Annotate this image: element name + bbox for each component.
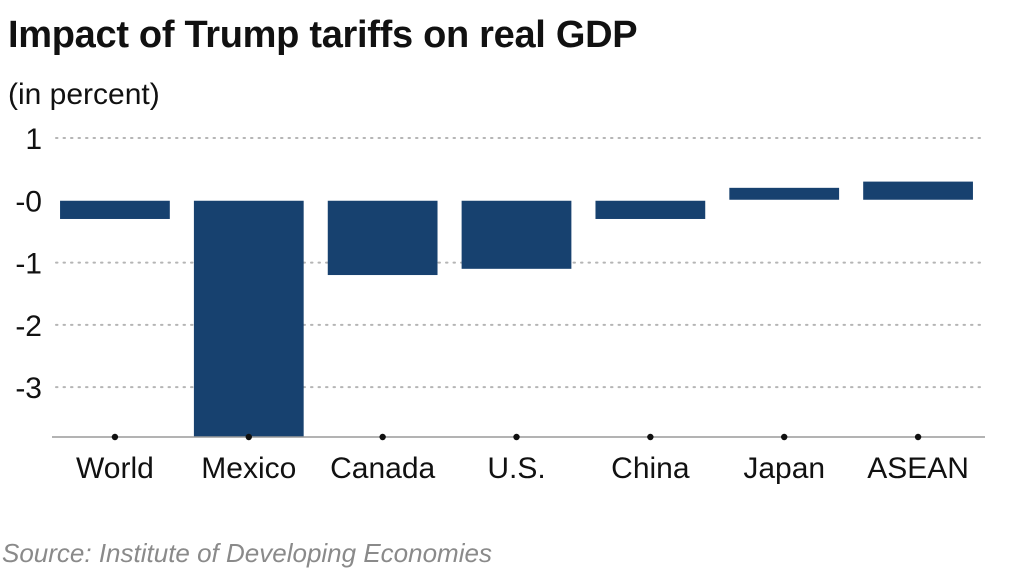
bar	[193, 200, 304, 437]
x-tick-mark	[111, 433, 119, 441]
x-tick-label: Canada	[330, 452, 435, 485]
bars	[60, 181, 973, 437]
bar	[595, 200, 706, 219]
bar	[60, 200, 170, 219]
x-tick-mark	[245, 433, 252, 441]
y-tick-label: -3	[15, 372, 42, 405]
bar	[729, 187, 840, 201]
x-tick-label: ASEAN	[867, 452, 969, 485]
bar	[863, 181, 973, 201]
y-tick-label: 1	[25, 123, 42, 156]
x-axis	[52, 199, 985, 441]
x-tick-label: U.S.	[487, 452, 545, 485]
x-tick-label: Japan	[743, 452, 825, 485]
bar	[327, 200, 438, 276]
y-tick-label: -0	[15, 185, 42, 218]
x-tick-mark	[379, 433, 386, 441]
x-tick-label: World	[76, 452, 154, 485]
y-tick-label: -1	[15, 248, 42, 281]
x-tick-label: China	[611, 452, 690, 485]
x-tick-mark	[914, 433, 922, 441]
labels: 1 -0 -1 -2 -3 World Mexico Canada U.S. China Japan…	[15, 123, 969, 485]
y-tick-label: -2	[15, 310, 42, 343]
x-tick-label: Mexico	[201, 452, 296, 485]
chart-title: Impact of Trump tariffs on real GDP	[8, 14, 638, 56]
x-tick-mark	[781, 433, 788, 441]
x-tick-mark	[513, 433, 520, 441]
x-tick-mark	[647, 433, 654, 441]
chart-subtitle: (in percent)	[8, 78, 160, 111]
source-note: Source: Institute of Developing Economie…	[2, 538, 492, 568]
bar	[461, 200, 572, 269]
